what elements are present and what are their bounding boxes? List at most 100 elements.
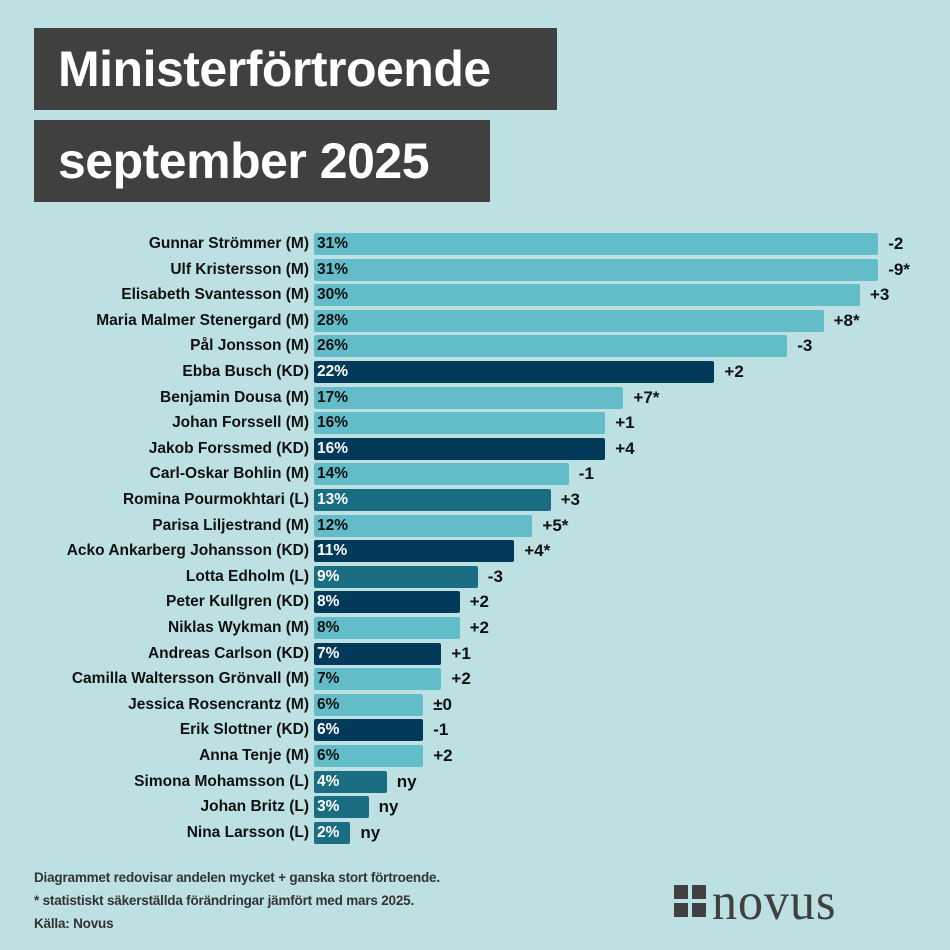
bar-value-label: 9%: [317, 567, 340, 585]
bar: [314, 335, 788, 358]
category-label: Simona Mohamsson (L): [134, 772, 309, 790]
bar: [314, 565, 478, 588]
novus-mark-icon: [674, 885, 706, 917]
bar-value-label: 7%: [317, 670, 340, 688]
category-label: Ulf Kristersson (M): [170, 260, 309, 278]
bar: [314, 591, 460, 614]
bar: [314, 361, 715, 383]
bar-value-label: 7%: [317, 644, 340, 662]
bar-chart: Gunnar Strömmer (M) 31% -2 Ulf Kristersson …: [66, 233, 910, 844]
bar: [314, 233, 879, 255]
category-label: Ebba Busch (KD): [182, 363, 309, 380]
footnote-description: Diagrammet redovisar andelen mycket + ga…: [34, 870, 440, 885]
bar-value-label: 3%: [317, 798, 340, 816]
category-label: Acko Ankarberg Johansson (KD): [66, 542, 309, 560]
change-label: -2: [888, 234, 904, 253]
category-label: Lotta Edholm (L): [185, 567, 309, 585]
change-label: +3: [560, 490, 580, 509]
bar: [314, 258, 879, 281]
category-label: Parisa Liljestrand (M): [152, 516, 309, 534]
bar-value-label: 16%: [317, 414, 349, 432]
bar: [314, 642, 442, 665]
change-label: +3: [870, 285, 890, 305]
bar-value-label: 13%: [317, 491, 349, 508]
category-label: Jessica Rosencrantz (M): [128, 695, 309, 713]
footnote-source: Källa: Novus: [34, 916, 114, 931]
bar-value-label: 30%: [317, 286, 349, 304]
bar-value-label: 6%: [317, 747, 340, 764]
bar-value-label: 8%: [317, 619, 340, 636]
bar: [314, 463, 569, 486]
category-label: Elisabeth Svantesson (M): [121, 286, 309, 304]
change-label: +4*: [524, 541, 551, 561]
category-label: Johan Britz (L): [200, 798, 310, 816]
bar: [314, 309, 824, 332]
change-label: -9*: [888, 259, 910, 279]
bar-value-label: 31%: [317, 260, 349, 278]
category-label: Niklas Wykman (M): [168, 619, 309, 636]
change-label: +5*: [542, 515, 569, 535]
bar-value-label: 12%: [317, 516, 349, 534]
category-label: Jakob Forssmed (KD): [148, 439, 309, 457]
change-label: +4: [615, 438, 635, 458]
bar-value-label: 2%: [317, 823, 340, 841]
category-label: Romina Pourmokhtari (L): [122, 491, 309, 508]
footnote-significance: * statistiskt säkerställda förändringar …: [34, 893, 415, 908]
change-label: +7*: [633, 387, 660, 407]
change-label: +1: [615, 413, 635, 433]
category-label: Pål Jonsson (M): [190, 337, 309, 355]
change-label: +8*: [833, 310, 860, 330]
change-label: +2: [451, 669, 471, 689]
change-label: +1: [451, 643, 471, 663]
bar-value-label: 26%: [317, 337, 349, 355]
change-label: +2: [724, 362, 744, 381]
bar-value-label: 6%: [317, 695, 340, 713]
category-label: Gunnar Strömmer (M): [148, 235, 309, 252]
change-label: -1: [578, 464, 594, 484]
change-label: ±0: [433, 694, 452, 714]
bar: [314, 693, 424, 716]
change-label: +2: [469, 592, 489, 612]
title-line-1: Ministerförtroende: [34, 28, 557, 110]
bar: [314, 821, 351, 844]
bar-value-label: 6%: [317, 721, 340, 739]
change-label: -3: [487, 566, 503, 586]
change-label: -1: [433, 720, 449, 740]
novus-logo: novus: [674, 871, 837, 931]
bar-value-label: 17%: [317, 388, 349, 406]
category-label: Carl-Oskar Bohlin (M): [149, 465, 309, 483]
bar: [314, 796, 369, 819]
bar: [314, 719, 424, 742]
bar: [314, 770, 387, 793]
bar-value-label: 28%: [317, 311, 349, 329]
category-label: Maria Malmer Stenergard (M): [96, 311, 309, 329]
category-label: Camilla Waltersson Grönvall (M): [71, 670, 309, 688]
category-label: Johan Forssell (M): [172, 414, 309, 432]
bar-value-label: 31%: [317, 235, 349, 252]
change-label: ny: [378, 797, 399, 817]
novus-logo-text: novus: [712, 871, 837, 931]
change-label: ny: [360, 822, 381, 842]
change-label: +2: [469, 618, 489, 637]
bar-value-label: 4%: [317, 772, 340, 790]
bar-value-label: 11%: [317, 542, 348, 560]
category-label: Nina Larsson (L): [186, 823, 309, 841]
category-label: Benjamin Dousa (M): [160, 388, 309, 406]
bar: [314, 386, 624, 409]
bar-value-label: 8%: [317, 593, 340, 611]
bar-value-label: 14%: [317, 465, 349, 483]
bar: [314, 514, 533, 537]
bar: [314, 437, 606, 460]
bar: [314, 284, 860, 307]
bar: [314, 540, 515, 563]
change-label: ny: [396, 771, 417, 791]
title-line-2: september 2025: [34, 120, 490, 202]
bar: [314, 412, 606, 435]
bar-value-label: 22%: [317, 363, 349, 380]
bar: [314, 745, 424, 767]
category-label: Erik Slottner (KD): [179, 721, 309, 739]
change-label: +2: [433, 746, 453, 765]
bar: [314, 617, 460, 639]
bar-value-label: 16%: [317, 439, 349, 457]
category-label: Andreas Carlson (KD): [147, 644, 309, 662]
